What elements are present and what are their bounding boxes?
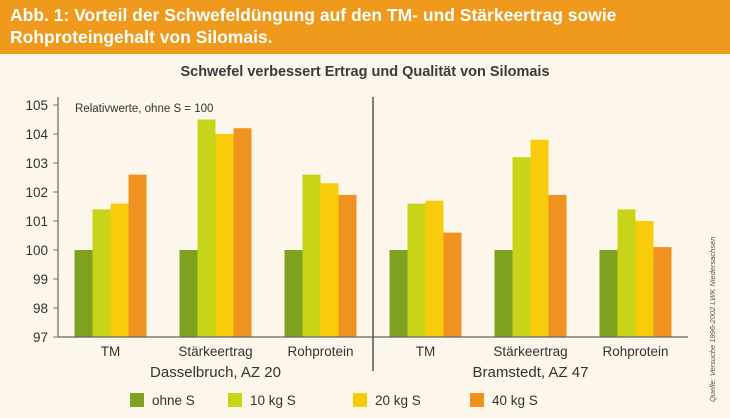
x-tick-label: Rohprotein — [602, 344, 668, 359]
x-tick-label: Stärkeertrag — [493, 344, 567, 359]
x-tick-label: Stärkeertrag — [178, 344, 252, 359]
legend-swatch — [470, 393, 484, 407]
y-tick-label: 98 — [33, 301, 48, 316]
y-tick-label: 101 — [25, 214, 48, 229]
bar — [320, 183, 339, 337]
panel-label: Bramstedt, AZ 47 — [473, 364, 589, 381]
legend-swatch — [228, 393, 242, 407]
bar — [92, 209, 111, 337]
panel-label: Dasselbruch, AZ 20 — [150, 364, 281, 381]
annotation: Relativwerte, ohne S = 100 — [75, 103, 213, 115]
bar — [635, 221, 654, 337]
bar — [512, 157, 531, 337]
y-tick-label: 100 — [25, 243, 48, 258]
bar — [617, 209, 636, 337]
y-tick-label: 105 — [25, 98, 48, 113]
figure-title-line-1: Abb. 1: Vorteil der Schwefeldüngung auf … — [10, 5, 617, 25]
bar — [407, 203, 426, 337]
y-tick-label: 102 — [25, 185, 48, 200]
legend-label: 10 kg S — [250, 393, 296, 408]
bar — [599, 250, 618, 337]
chart-title: Schwefel verbessert Ertrag und Qualität … — [180, 64, 550, 80]
bar — [338, 194, 357, 337]
y-tick-label: 104 — [25, 127, 48, 142]
bar — [197, 119, 216, 337]
source-note: Quelle: Versuche 1996-2002 LWK Niedersac… — [708, 236, 717, 402]
bar — [215, 134, 234, 337]
legend-label: 20 kg S — [375, 393, 421, 408]
bar — [110, 203, 129, 337]
bar — [389, 250, 408, 337]
legend-label: 40 kg S — [492, 393, 538, 408]
bar — [74, 250, 93, 337]
y-tick-label: 103 — [25, 156, 48, 171]
x-tick-label: Rohprotein — [287, 344, 353, 359]
legend-swatch — [353, 393, 367, 407]
bar — [494, 250, 513, 337]
y-tick-label: 99 — [33, 272, 48, 287]
legend-swatch — [130, 393, 144, 407]
bar — [653, 247, 672, 337]
figure-title-line-2: Rohproteingehalt von Silomais. — [10, 27, 273, 47]
x-tick-label: TM — [416, 344, 436, 359]
title-banner: Abb. 1: Vorteil der Schwefeldüngung auf … — [0, 0, 730, 54]
bar — [530, 139, 549, 337]
figure-title: Abb. 1: Vorteil der Schwefeldüngung auf … — [10, 4, 710, 48]
bar — [548, 194, 567, 337]
bar — [179, 250, 198, 337]
bar — [302, 174, 321, 337]
x-tick-label: TM — [101, 344, 121, 359]
legend-label: ohne S — [152, 393, 195, 408]
bar — [284, 250, 303, 337]
bar — [425, 200, 444, 337]
bar — [128, 174, 147, 337]
bar — [233, 128, 252, 337]
bar — [443, 232, 462, 337]
y-tick-label: 97 — [33, 330, 48, 345]
